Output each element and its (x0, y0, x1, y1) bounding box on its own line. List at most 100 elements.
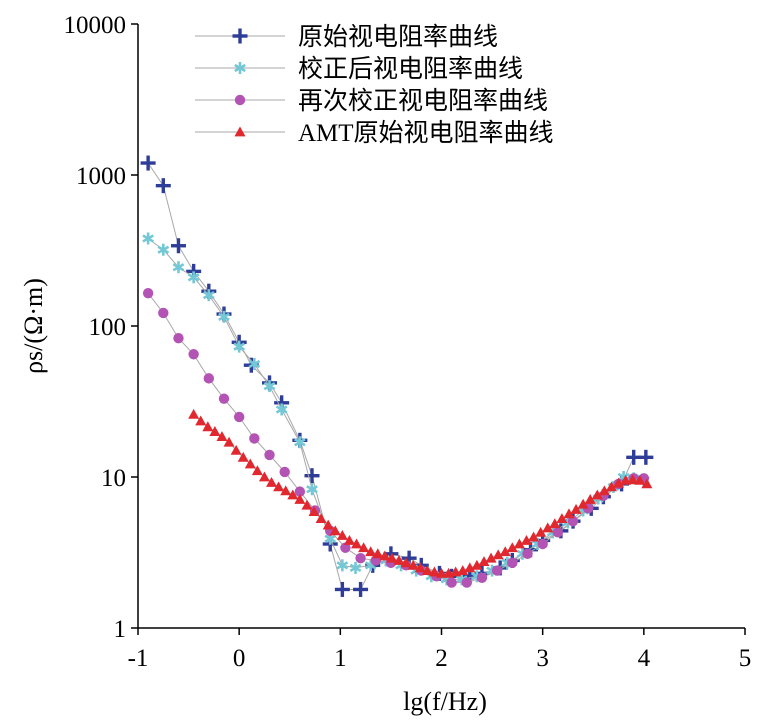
data-point (372, 548, 384, 559)
data-point (304, 468, 320, 484)
legend-item: 再次校正视电阻率曲线 (195, 87, 548, 115)
data-point (485, 552, 497, 563)
data-point (393, 554, 405, 565)
data-point (492, 549, 504, 560)
data-point (301, 499, 313, 510)
data-point (421, 565, 433, 575)
legend-label: AMT原始视电阻率曲线 (298, 119, 554, 147)
data-point (461, 577, 472, 588)
y-axis-label: ρs/(Ω·m) (19, 278, 48, 374)
data-point (634, 474, 646, 485)
data-point (528, 531, 540, 542)
y-tick-label: 100 (89, 314, 127, 341)
y-tick-label: 1 (114, 616, 127, 643)
data-point (249, 433, 260, 444)
x-tick-label: 3 (536, 645, 549, 672)
data-point (605, 481, 617, 492)
data-point (379, 550, 391, 561)
data-point (322, 519, 334, 530)
data-point (570, 503, 582, 514)
data-point (142, 287, 154, 299)
data-point (294, 436, 306, 449)
data-point (499, 546, 511, 557)
data-point (386, 552, 398, 563)
data-point (142, 232, 154, 245)
data-point (535, 526, 547, 537)
data-point (223, 436, 235, 447)
data-point (279, 466, 290, 478)
data-point (537, 538, 548, 550)
data-point (209, 426, 221, 436)
data-point (491, 565, 503, 576)
data-point (520, 534, 532, 545)
y-tick-label: 10000 (64, 12, 127, 39)
data-point (251, 465, 263, 476)
legend-label: 再次校正视电阻率曲线 (298, 87, 548, 115)
data-point (173, 333, 184, 344)
data-point (577, 498, 589, 509)
data-point (244, 458, 256, 469)
series-line (147, 238, 644, 580)
data-point (567, 515, 579, 527)
data-point (400, 557, 412, 568)
data-point (552, 527, 564, 538)
x-tick-label: 4 (638, 645, 651, 672)
data-point (258, 471, 270, 482)
data-point (308, 506, 320, 517)
data-point (233, 340, 246, 353)
data-point (195, 415, 207, 426)
data-point (218, 393, 230, 404)
data-point (358, 542, 370, 553)
data-point (263, 380, 276, 393)
axis-labels: lg(f/Hz) ρs/(Ω·m) (19, 278, 487, 716)
data-point (294, 493, 306, 504)
series-2 (142, 232, 650, 586)
series-line (193, 413, 648, 574)
data-point (476, 572, 488, 584)
data-point (507, 557, 518, 569)
data-point (230, 444, 242, 455)
data-point (218, 310, 230, 323)
data-point (158, 307, 169, 319)
data-point (513, 538, 525, 549)
legend-label: 校正后视电阻率曲线 (298, 55, 523, 83)
data-point (187, 271, 200, 284)
x-tick-label: 1 (334, 645, 347, 672)
data-point (522, 548, 533, 560)
data-point (542, 522, 554, 533)
data-point (172, 261, 185, 274)
data-point (155, 178, 171, 194)
data-point (315, 513, 327, 524)
legend-label: 原始视电阻率曲线 (298, 23, 498, 51)
data-point (464, 562, 476, 573)
x-tick-label: 2 (435, 645, 448, 672)
y-tick-label: 1000 (76, 163, 126, 190)
data-point (549, 518, 561, 529)
legend-marker (232, 28, 248, 44)
data-point (446, 577, 457, 588)
data-point (233, 411, 245, 423)
legend-marker (234, 62, 246, 74)
data-point (248, 358, 261, 371)
data-point (365, 546, 377, 557)
data-point (471, 559, 483, 570)
data-point (170, 238, 186, 254)
data-point (353, 581, 369, 597)
series-layer (140, 155, 654, 597)
data-point (287, 489, 299, 500)
legend-item: 原始视电阻率曲线 (195, 23, 498, 51)
data-point (613, 477, 625, 488)
data-point (336, 529, 348, 540)
data-point (294, 486, 306, 497)
data-point (203, 373, 215, 384)
data-point (351, 538, 363, 549)
data-point (638, 449, 654, 465)
legend-item: AMT原始视电阻率曲线 (195, 119, 554, 147)
data-point (275, 403, 288, 416)
data-point (157, 243, 170, 256)
data-point (329, 525, 341, 536)
data-point (306, 483, 318, 496)
data-point (349, 561, 362, 574)
data-point (627, 474, 639, 485)
